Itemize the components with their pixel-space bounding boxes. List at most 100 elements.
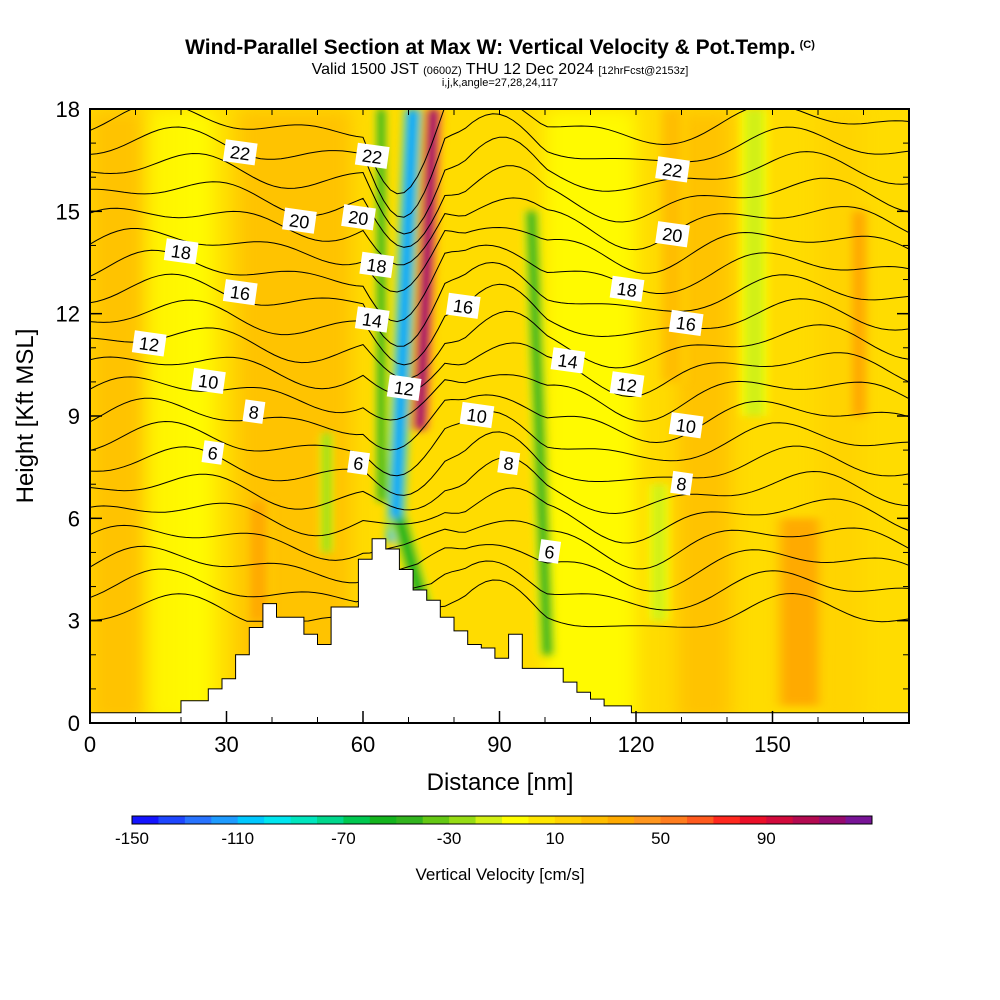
x-axis-label: Distance [nm]: [427, 769, 574, 796]
contour-label-box: [668, 412, 704, 439]
contour-label: 10: [459, 401, 495, 429]
contour-label: 22: [354, 142, 390, 169]
contour-label-text: 16: [452, 296, 475, 319]
contour-label-box: [609, 371, 645, 398]
theta-contour-line: [90, 226, 909, 293]
contour-label-box: [359, 251, 395, 279]
contour-label-text: 20: [288, 210, 311, 233]
theta-contour-line: [90, 165, 909, 248]
contour-label: 20: [341, 204, 376, 231]
theta-contour-line: [90, 342, 909, 398]
contour-label-box: [655, 221, 690, 248]
colorbar-swatch: [264, 816, 291, 824]
contour-label-text: 12: [616, 374, 639, 397]
contour-label-text: 8: [247, 402, 260, 423]
contour-label-box: [459, 401, 495, 429]
theta-contour-line: [90, 520, 909, 570]
colorbar-tick-label: 50: [651, 829, 670, 848]
contour-label-text: 8: [675, 474, 688, 495]
contour-label: 10: [668, 412, 704, 439]
contour-label: 14: [550, 347, 586, 374]
contour-label-box: [609, 275, 645, 302]
velocity-feature: [322, 433, 331, 553]
colorbar-swatch: [819, 816, 846, 824]
colorbar-swatch: [713, 816, 741, 824]
velocity-features: [244, 109, 870, 706]
colorbar-swatch: [184, 816, 212, 824]
contour-label: 20: [282, 207, 317, 234]
contour-label: 10: [191, 367, 226, 395]
contour-label: 6: [347, 450, 370, 476]
y-tick-label: 12: [56, 302, 80, 327]
contour-label: 6: [538, 539, 562, 564]
axes: 0 30 60 90 120 150 0 3 6 9 12 15 18: [56, 97, 910, 757]
contour-label-text: 20: [347, 207, 370, 230]
colorbar-swatch: [739, 816, 767, 824]
contour-label: 18: [359, 251, 395, 279]
contour-label-box: [201, 440, 225, 465]
contour-label-text: 6: [543, 542, 556, 563]
contour-label-box: [354, 306, 390, 333]
contour-label-box: [222, 279, 258, 306]
chart-title-text: Wind-Parallel Section at Max W: Vertical…: [185, 36, 796, 59]
velocity-feature: [744, 109, 764, 416]
contour-label-box: [347, 450, 370, 476]
contour-label: 12: [609, 371, 645, 398]
contour-label-box: [538, 539, 562, 564]
contour-label-text: 10: [465, 405, 488, 428]
copyright-mark: (C): [799, 39, 815, 51]
velocity-feature: [250, 501, 267, 621]
velocity-feature: [416, 109, 438, 430]
theta-contour-line: [90, 136, 909, 235]
contour-label: 16: [668, 309, 704, 337]
velocity-feature: [783, 518, 816, 706]
theta-contour-line: [90, 244, 909, 323]
colorbar-swatch: [581, 816, 609, 824]
y-axis-label: Height [Kft MSL]: [12, 329, 39, 504]
contour-label: 12: [131, 330, 167, 357]
contour-label-text: 12: [138, 333, 161, 356]
contour-label-text: 18: [616, 279, 639, 302]
contour-label-box: [445, 292, 481, 319]
colorbar-swatch: [422, 816, 450, 824]
contour-label-box: [670, 470, 694, 496]
colorbar-swatch: [237, 816, 265, 824]
background-band: [545, 109, 636, 723]
contour-label-text: 18: [170, 241, 193, 264]
contour-label-text: 8: [502, 453, 515, 474]
colorbar-frame: [131, 815, 873, 825]
contour-label-text: 12: [393, 377, 416, 400]
theta-contour-line: [90, 374, 909, 422]
contour-label: 20: [655, 221, 690, 248]
colorbar-swatch: [687, 816, 714, 824]
contour-label-box: [655, 156, 690, 183]
colorbar-tick-label: -30: [437, 829, 462, 848]
contour-label-text: 22: [661, 159, 684, 182]
contour-labels: 22 20 18 16 12 10 8 6 22 20 18 14 12 16 10 8 6 6 14 12 10 8 16…: [131, 139, 704, 564]
colorbar-swatch: [475, 816, 503, 824]
theta-contour-line: [90, 109, 909, 195]
theta-contour-line: [90, 197, 909, 266]
contour-label-box: [668, 309, 704, 337]
contour-label: 16: [222, 279, 258, 306]
x-tick-label: 30: [214, 732, 238, 757]
plot-area: 22 20 18 16 12 10 8 6 22 20 18 14 12 16 10 8 6 6 14 12 10 8 16…: [90, 109, 909, 723]
contour-label-box: [242, 399, 266, 424]
y-tick-label: 18: [56, 97, 80, 122]
y-tick-label: 15: [56, 199, 80, 224]
background-band: [146, 109, 216, 723]
theta-contour-line: [90, 560, 909, 611]
colorbar-swatch: [634, 816, 661, 824]
contour-label: 6: [201, 440, 225, 465]
index-line: i,j,k,angle=27,28,24,117: [441, 77, 559, 89]
theta-contour-line: [90, 394, 909, 451]
colorbar-swatch: [211, 816, 239, 824]
velocity-feature: [391, 109, 417, 543]
contour-label: 8: [670, 470, 694, 496]
contour-label-text: 6: [352, 453, 365, 474]
theta-contour-line: [90, 579, 909, 628]
contour-label-text: 22: [361, 146, 384, 169]
contour-label: 8: [242, 399, 266, 424]
theta-contour-line: [90, 283, 909, 366]
